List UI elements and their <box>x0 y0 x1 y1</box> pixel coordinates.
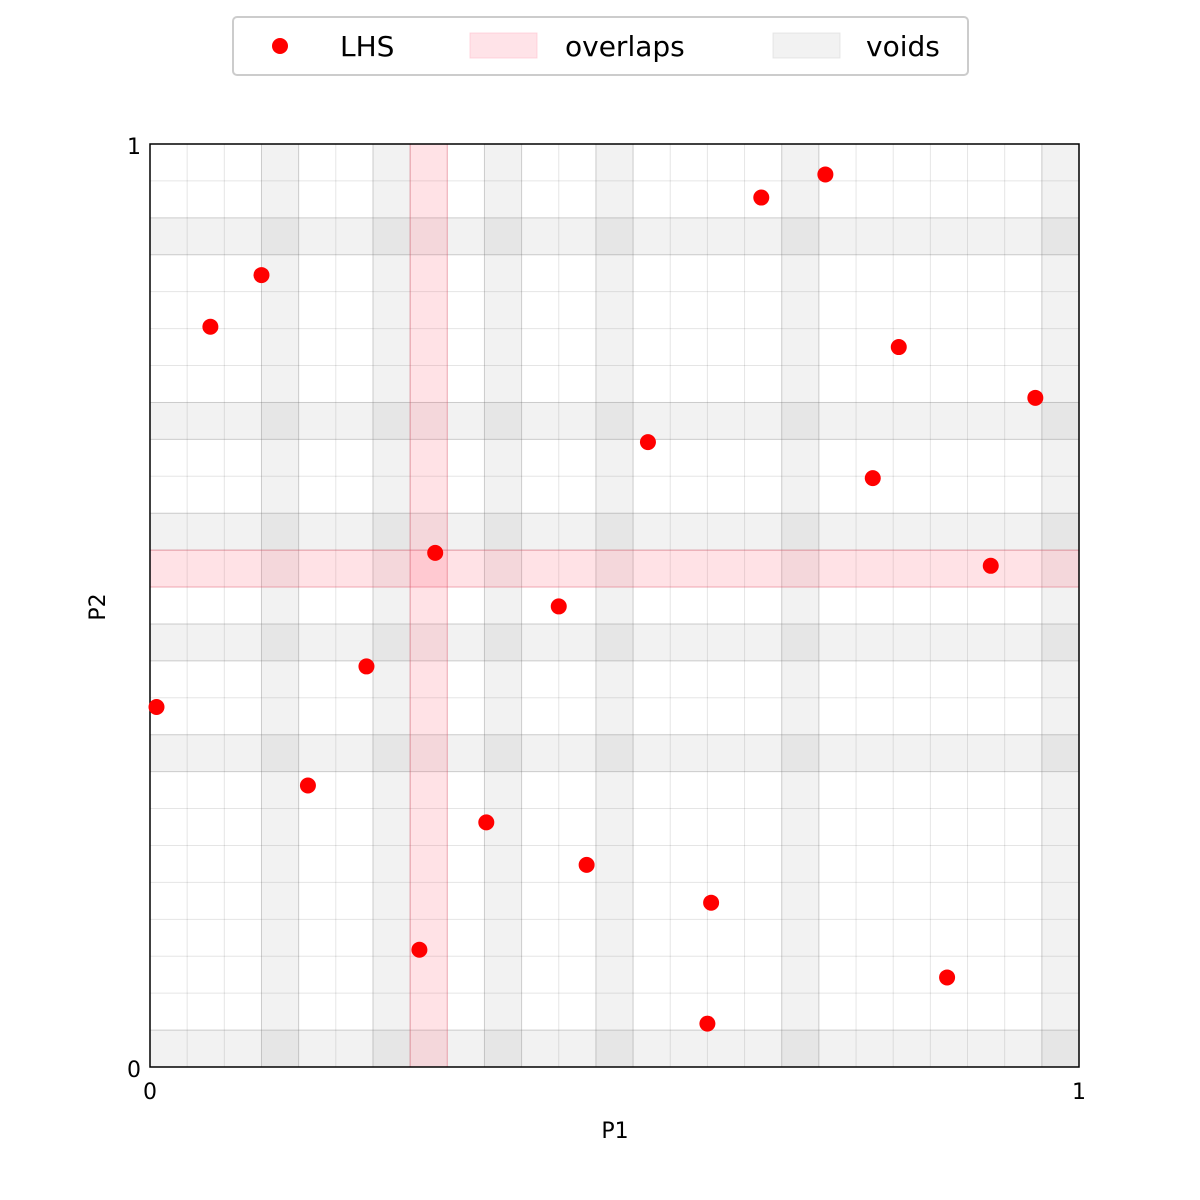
void-band-p2 <box>149 734 1080 773</box>
legend-marker-lhs <box>272 38 288 54</box>
lhs-point <box>253 267 270 284</box>
lhs-point <box>202 318 219 335</box>
plot-frame <box>149 143 1080 1068</box>
x-tick-0: 0 <box>143 1080 157 1105</box>
lhs-point <box>817 166 834 183</box>
axes-labels: 0 1 0 1 P1 P2 <box>86 135 1086 1144</box>
lhs-point <box>427 544 444 561</box>
lhs-point <box>699 1015 716 1032</box>
void-band-p1 <box>260 143 300 1068</box>
lhs-point <box>753 189 770 206</box>
legend-patch-overlaps <box>469 32 538 59</box>
lhs-point <box>890 339 907 356</box>
x-axis-label: P1 <box>601 1119 628 1144</box>
lhs-point <box>982 557 999 574</box>
legend-label-overlaps: overlaps <box>565 30 685 63</box>
legend-label-lhs: LHS <box>340 30 394 63</box>
y-axis-label: P2 <box>86 593 111 620</box>
lhs-point <box>939 969 956 986</box>
lhs-point <box>1027 389 1044 406</box>
lhs-point <box>864 470 881 487</box>
void-band-p1 <box>1041 143 1080 1068</box>
lhs-point <box>411 941 428 958</box>
x-tick-1: 1 <box>1072 1080 1086 1105</box>
void-band-p1 <box>781 143 820 1068</box>
void-band-p1 <box>595 143 634 1068</box>
lhs-point <box>550 598 567 615</box>
plot-background <box>150 144 1079 1067</box>
overlap-band-p2 <box>149 549 1080 588</box>
lhs-point <box>299 777 316 794</box>
legend: LHS overlaps voids <box>232 16 969 76</box>
void-band-p2 <box>149 512 1080 551</box>
lhs-point <box>478 814 495 831</box>
void-band-p1 <box>372 143 411 1068</box>
lhs-point <box>578 856 595 873</box>
void-band-p2 <box>149 401 1080 440</box>
void-band-p2 <box>149 1029 1080 1068</box>
legend-label-voids: voids <box>866 30 940 63</box>
plot-area <box>148 143 1080 1068</box>
void-band-p2 <box>149 217 1080 256</box>
overlap-band-p1 <box>409 143 448 1068</box>
lhs-point <box>639 434 656 451</box>
lhs-point <box>148 699 165 716</box>
void-band-p1 <box>483 143 523 1068</box>
y-tick-1: 1 <box>127 135 141 160</box>
legend-patch-voids <box>772 32 841 59</box>
lhs-point <box>703 894 720 911</box>
lhs-point <box>358 658 375 675</box>
legend-frame <box>232 16 969 76</box>
y-tick-0: 0 <box>127 1058 141 1083</box>
void-band-p2 <box>149 623 1080 662</box>
